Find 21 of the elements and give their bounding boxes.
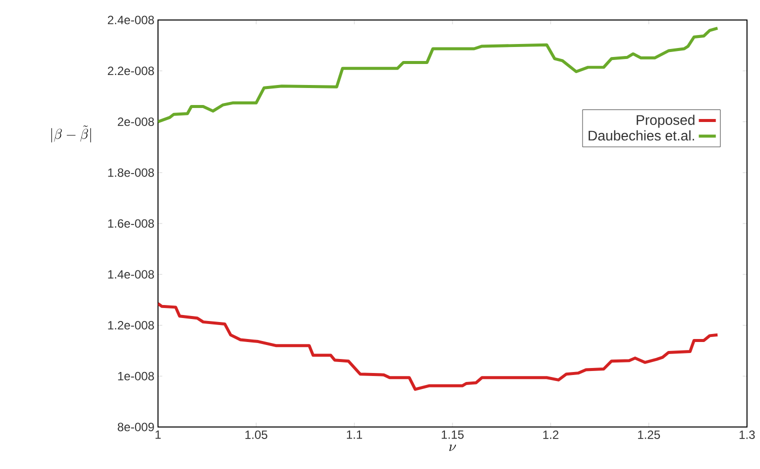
y-tick-label: 2e-008 [118, 118, 154, 126]
x-tick-label: 1.25 [638, 430, 660, 439]
y-tick-label: 1.8e-008 [108, 168, 154, 177]
line-series [158, 302, 720, 391]
y-tick-label: 1.4e-008 [108, 270, 154, 279]
legend-label: Daubechies et.al. [588, 130, 694, 141]
y-tick-label: 1e-008 [118, 372, 154, 380]
y-axis-title: $|\beta - \tilde{\beta}|$ [51, 126, 91, 142]
y-tick-label: 1.2e-008 [108, 321, 154, 330]
x-tick-label: 1.15 [442, 430, 464, 439]
y-tick-label: 2.4e-008 [108, 16, 154, 24]
x-tick-label: 1.05 [245, 430, 268, 439]
x-tick-label: 1.2 [543, 430, 558, 439]
y-tick-label: 8e-009 [118, 422, 154, 432]
x-axis-title: $\nu$ [449, 444, 456, 451]
y-tick-label: 2.2e-008 [108, 66, 154, 76]
y-tick-label: 1.6e-008 [108, 219, 154, 228]
legend-label: Proposed [636, 114, 694, 128]
x-tick-label: 1.3 [740, 430, 755, 439]
x-tick-label: 1 [156, 430, 161, 439]
x-tick-label: 1.1 [346, 430, 362, 439]
